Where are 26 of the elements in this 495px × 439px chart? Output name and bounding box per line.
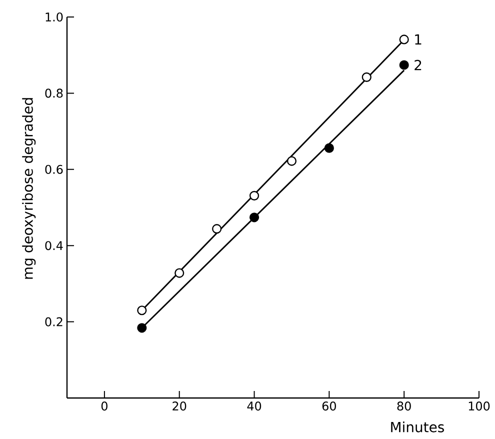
point	[399, 34, 409, 44]
point	[174, 268, 184, 278]
point	[137, 323, 147, 333]
y-tick-label: 0.6	[45, 164, 63, 174]
x-tick-label: 40	[247, 402, 262, 411]
y-tick-label: 0.2	[45, 317, 62, 326]
x-tick-label: 60	[322, 402, 336, 411]
point	[286, 156, 297, 166]
point	[324, 143, 334, 153]
series-label: 2	[414, 60, 422, 70]
point	[212, 224, 222, 234]
x-tick-label: 80	[397, 402, 411, 411]
series-label: 1	[415, 34, 422, 45]
point	[362, 72, 372, 82]
x-tick-label: 20	[172, 402, 186, 411]
x-axis-title: Minutes	[391, 422, 444, 432]
y-tick-label: 0.4	[45, 241, 63, 250]
y-tick-label: 0.8	[45, 88, 63, 98]
point	[249, 212, 260, 222]
x-tick-label: 100	[468, 402, 490, 411]
point	[137, 306, 147, 316]
point	[249, 190, 260, 200]
y-tick-label: 1.0	[46, 12, 63, 22]
point	[399, 60, 409, 70]
y-axis-title: mg deoxyribose degraded	[22, 98, 36, 279]
x-tick-label: 0	[101, 402, 108, 411]
